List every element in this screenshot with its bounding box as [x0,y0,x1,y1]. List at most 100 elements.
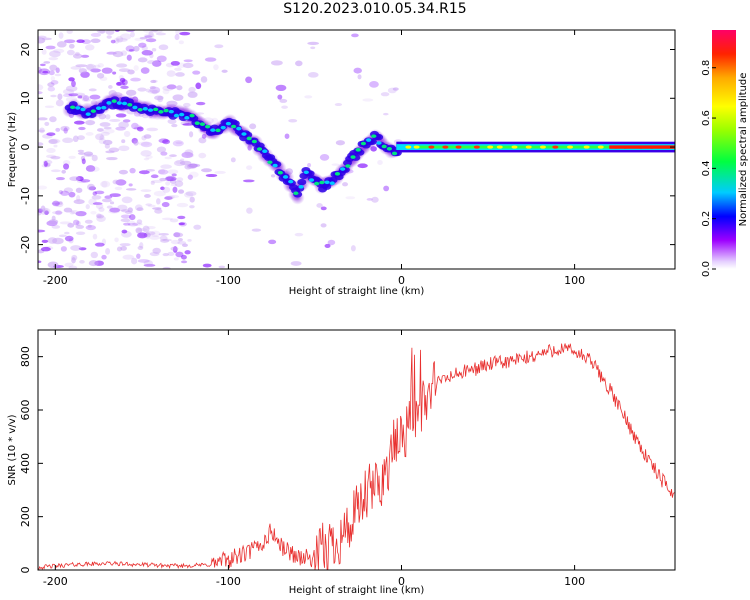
x-axis-label: Height of straight line (km) [289,585,425,596]
noise-speckle [201,168,212,173]
ridge-peak [205,124,211,129]
noise-speckle [133,65,139,71]
noise-speckle [104,195,113,199]
ridge-peak [85,112,91,116]
noise-speckle [175,30,181,36]
noise-speckle [170,195,176,199]
noise-speckle [157,169,169,175]
noise-speckle [112,179,120,185]
noise-speckle [56,41,67,48]
ridge-peak [111,99,117,103]
noise-speckle [102,139,113,145]
noise-speckle [92,233,98,240]
noise-speckle [49,116,57,123]
noise-speckle [85,44,95,51]
noise-speckle [139,242,144,249]
noise-speckle [75,224,85,229]
noise-speckle [39,127,45,134]
noise-speckle [214,170,226,174]
noise-speckle [108,147,120,153]
noise-speckle [177,215,186,220]
spectrogram-plot-area [38,30,675,269]
noise-speckle [168,194,180,199]
noise-speckle [158,233,169,236]
ridge-peak [355,148,361,152]
ridge-peak [277,170,283,175]
noise-speckle [137,259,150,263]
noise-speckle [68,191,76,198]
noise-speckle [270,174,276,178]
noise-speckle [184,191,194,198]
noise-speckle [162,253,169,257]
noise-speckle [145,88,151,93]
ridge-peak [95,106,102,110]
noise-speckle [169,218,179,223]
ridge-peak [101,105,107,110]
noise-speckle [70,66,82,70]
noise-speckle [58,201,63,205]
noise-speckle [200,76,208,83]
noise-speckle [51,225,61,229]
noise-speckle [270,60,283,66]
noise-speckle [196,101,206,106]
noise-speckle [48,219,59,225]
x-tick-label: 100 [564,575,585,588]
noise-speckle [73,120,85,125]
noise-speckle [184,250,191,255]
noise-speckle [49,139,61,143]
ridge-peak [298,185,304,189]
noise-speckle [149,235,160,240]
ridge-peak [376,141,382,145]
noise-speckle [115,113,127,118]
zero-line-peak [413,145,420,149]
noise-speckle [66,49,75,56]
ridge-peak [366,138,372,142]
zero-line-peak [597,145,604,149]
noise-speckle [98,138,107,145]
noise-speckle [55,99,64,107]
zero-line-peak [552,145,559,149]
noise-speckle [64,235,74,242]
noise-speckle [45,45,56,50]
noise-speckle [123,222,131,226]
noise-speckle [366,198,373,201]
noise-speckle [172,94,184,101]
noise-speckle [120,209,130,213]
noise-speckle [108,209,120,214]
noise-speckle [102,128,115,134]
noise-speckle [50,76,56,81]
noise-speckle [109,201,115,205]
y-tick-label: 10 [19,91,32,105]
noise-speckle [45,154,57,159]
noise-speckle [133,140,139,146]
noise-speckle [288,119,298,123]
noise-speckle [140,67,150,74]
noise-speckle [120,214,132,219]
noise-speckle [202,263,212,268]
noise-speckle [85,63,96,70]
ridge-peak [116,101,122,105]
noise-speckle [72,135,79,143]
noise-speckle [50,94,57,98]
noise-speckles [38,30,403,269]
noise-speckle [38,229,46,233]
noise-speckle [38,68,50,76]
noise-speckle [62,93,73,98]
noise-speckle [129,167,136,174]
noise-speckle [335,140,345,146]
noise-speckle [162,139,171,145]
noise-speckle [53,144,58,148]
noise-speckle [97,63,104,68]
colorbar-gradient [712,30,736,269]
noise-speckle [122,254,135,260]
noise-speckle [38,210,42,216]
noise-speckle [101,67,113,74]
noise-speckle [345,196,356,200]
noise-speckle [118,68,131,73]
colorbar: 0.0 0.2 0.4 0.6 0.8 Normalized spectral ampli… [701,30,749,277]
noise-speckle [41,239,49,243]
noise-speckle [127,207,133,213]
noise-speckle [54,73,62,77]
noise-speckle [183,59,193,63]
noise-speckle [118,75,124,80]
